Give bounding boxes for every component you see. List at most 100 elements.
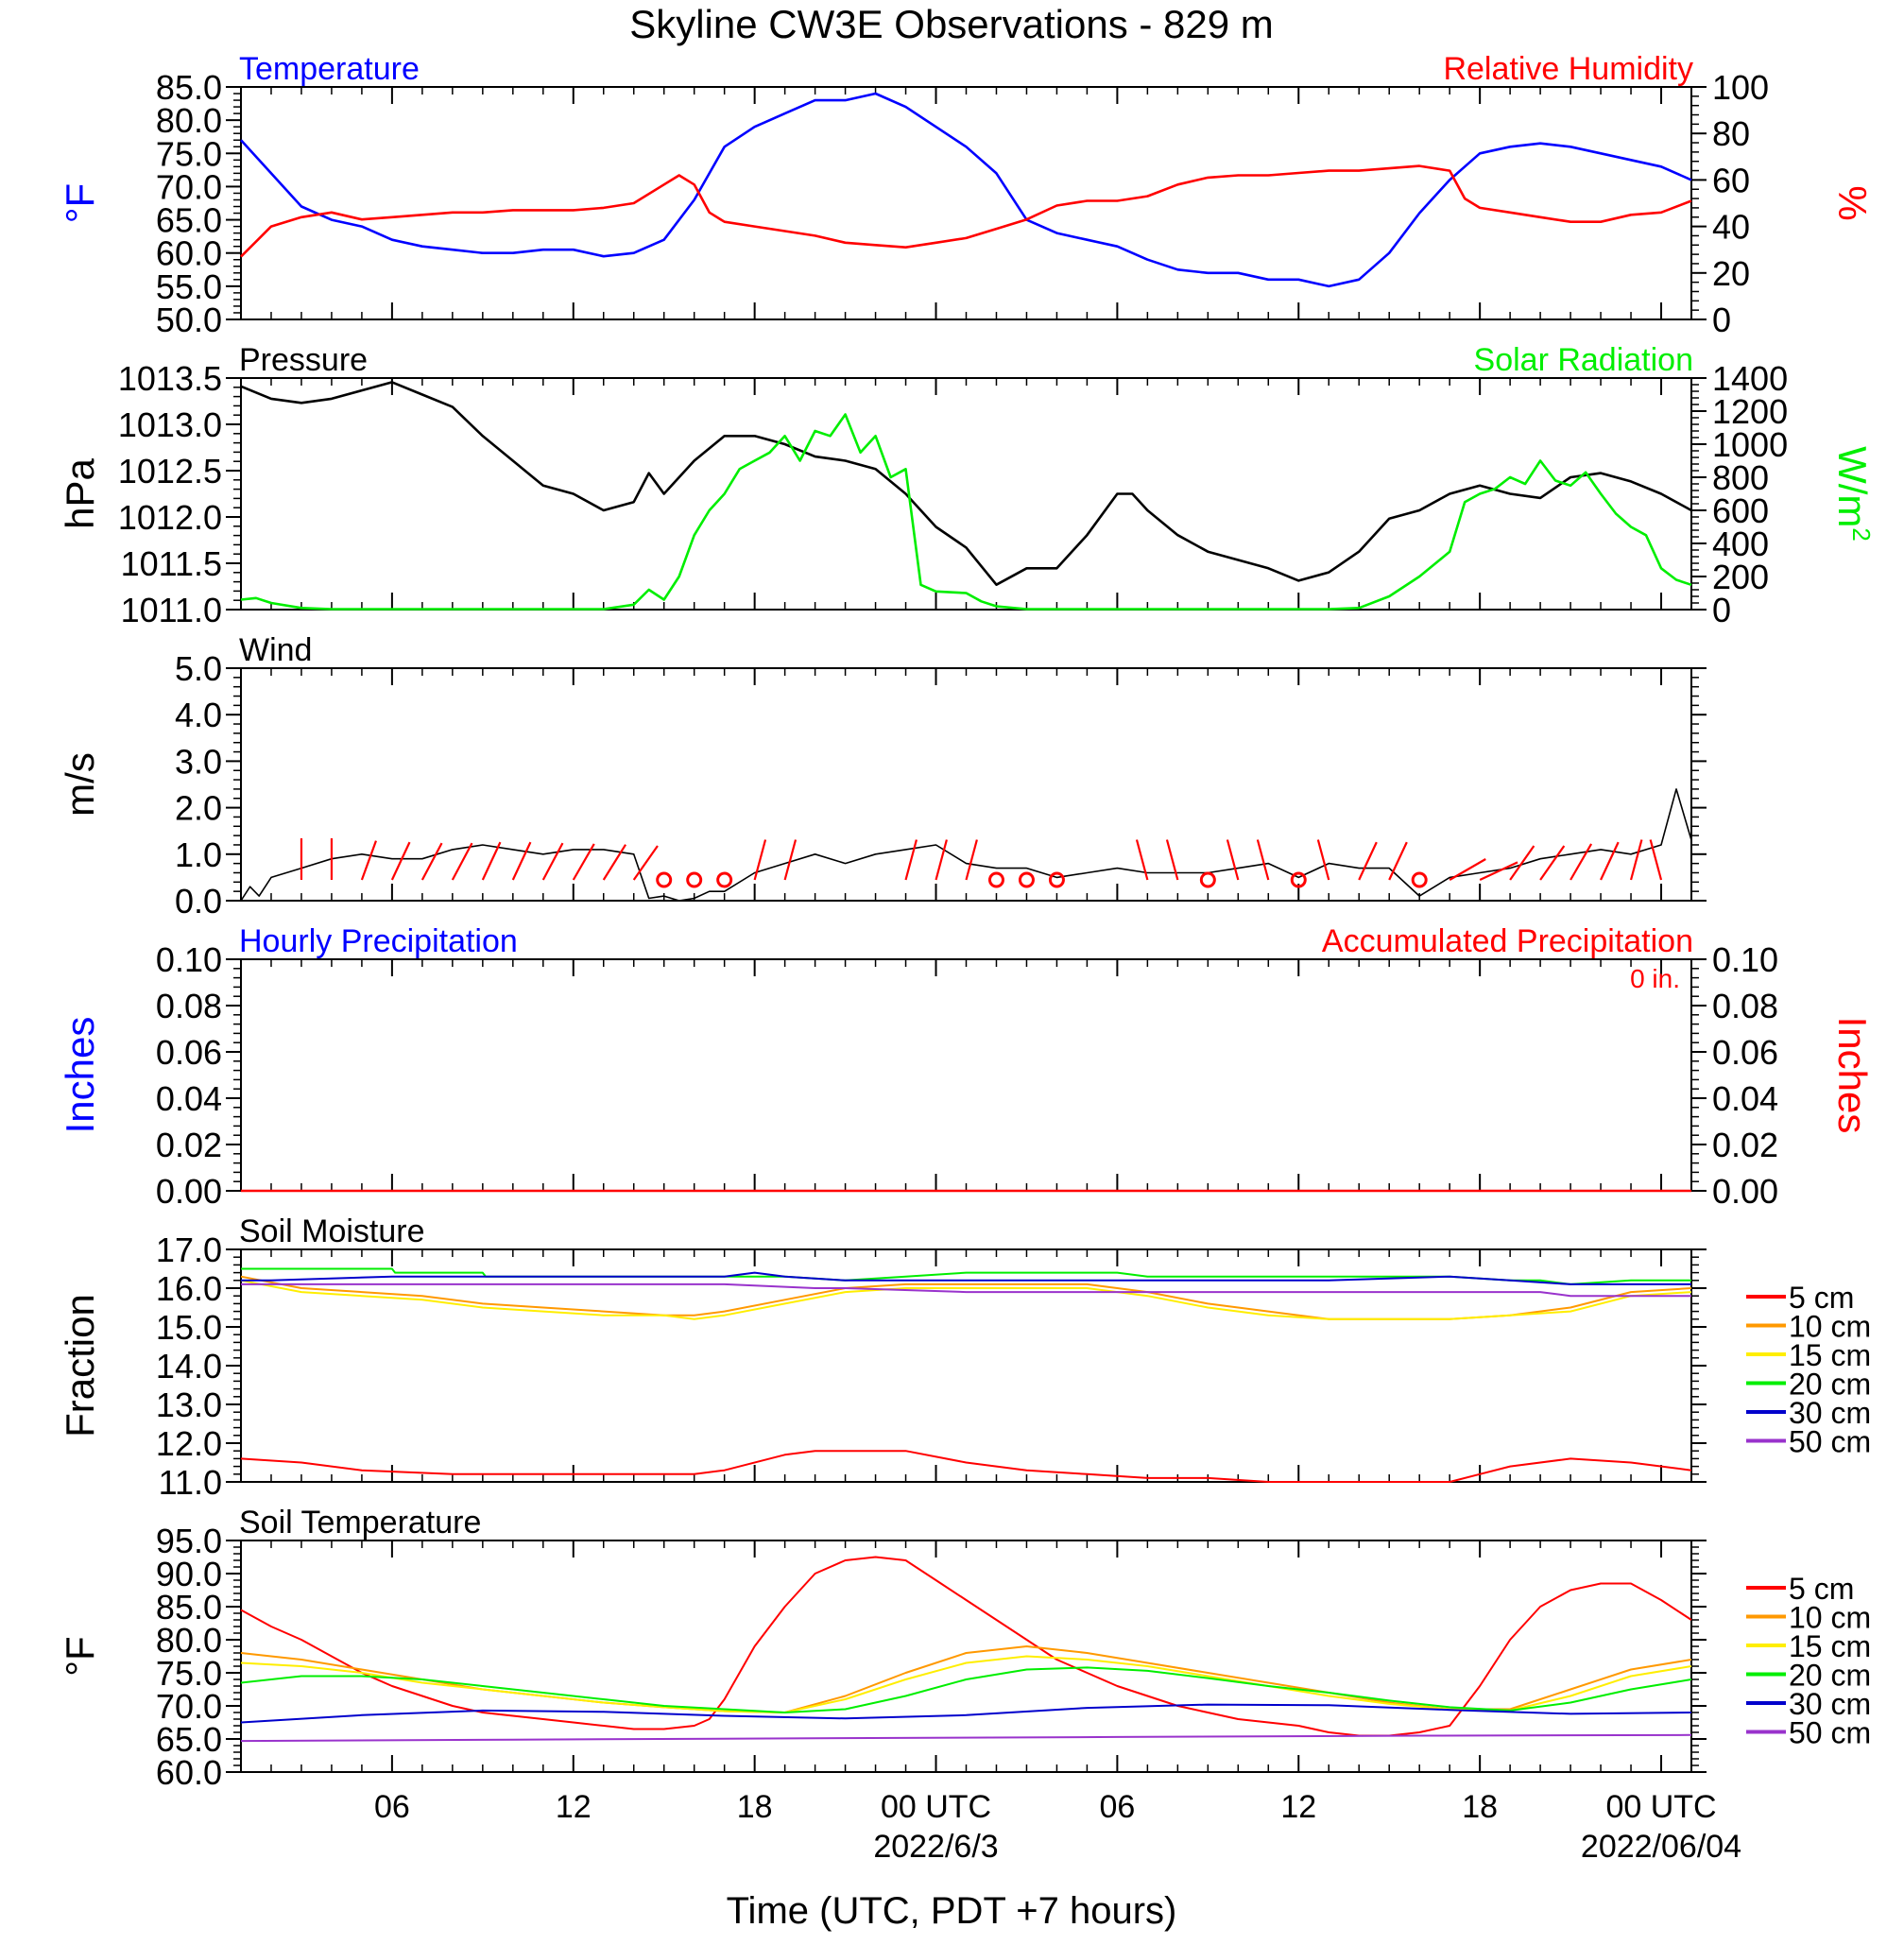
y-tick-label-left: 80.0 [156, 1621, 222, 1660]
panel-title-left: Wind [239, 632, 312, 668]
calm-wind-marker [1411, 871, 1428, 888]
x-tick-label: 18 [737, 1789, 773, 1825]
legend-label: 50 cm [1789, 1425, 1871, 1459]
y-tick-label-left: 11.0 [159, 1463, 222, 1502]
y-tick-label-right: 0.00 [1712, 1172, 1778, 1211]
y-axis-title-left: hPa [58, 457, 102, 528]
panel-title-left: Hourly Precipitation [239, 923, 518, 959]
y-tick-label-right: 0 [1712, 301, 1731, 339]
calm-wind-marker [1199, 871, 1216, 888]
panel-title-left: Soil Temperature [239, 1505, 481, 1541]
y-tick-label-left: 17.0 [156, 1231, 222, 1269]
series-line-15-cm [240, 1655, 1692, 1713]
calm-wind-marker [1290, 871, 1307, 888]
y-tick-label-left: 85.0 [156, 1588, 222, 1627]
wind-barb [1388, 841, 1408, 881]
legend-label: 15 cm [1789, 1629, 1871, 1663]
panel-title-left: Pressure [239, 342, 368, 378]
legend-label: 10 cm [1789, 1310, 1871, 1344]
series-line-pressure [240, 381, 1692, 587]
y-tick-label-right: 1400 [1712, 359, 1788, 398]
y-tick-label-left: 70.0 [156, 1687, 222, 1726]
y-tick-label-left: 1013.0 [118, 405, 222, 444]
panel-temperature-rh: 85.080.075.070.065.060.055.050.0 100 80 60 4… [58, 51, 1875, 339]
legend-label: 5 cm [1789, 1281, 1854, 1315]
y-tick-label-right: 400 [1712, 525, 1769, 563]
wind-barb [1358, 841, 1378, 881]
calm-wind-marker [987, 871, 1004, 888]
wind-barb [1570, 843, 1593, 881]
y-tick-label-left: 75.0 [156, 1654, 222, 1693]
y-tick-label-right: 0.06 [1712, 1033, 1778, 1072]
calm-wind-marker [656, 871, 673, 888]
legend-label: 20 cm [1789, 1368, 1871, 1402]
y-tick-label-left: 0.00 [156, 1172, 222, 1211]
y-tick-label-left: 90.0 [156, 1555, 222, 1593]
y-tick-label-right: 0 [1712, 591, 1731, 629]
series-line-solar-radiation [240, 413, 1692, 611]
x-tick-label: 12 [1280, 1789, 1316, 1825]
y-tick-label-left: 50.0 [156, 301, 222, 339]
wind-barb [511, 841, 532, 881]
y-tick-label-right: 0.04 [1712, 1079, 1778, 1118]
wind-barb [753, 839, 767, 881]
y-tick-label-left: 65.0 [156, 1720, 222, 1759]
y-tick-label-left: 1012.0 [118, 498, 222, 537]
panel-wind: 5.0 4.0 3.0 2.0 1.0 0.0 Wind m/s [58, 632, 1707, 921]
wind-barb [1539, 845, 1566, 881]
y-tick-label-right: 1200 [1712, 392, 1788, 431]
wind-barb [360, 840, 377, 881]
y-tick-label-left: 12.0 [156, 1424, 222, 1463]
calm-wind-marker [1048, 871, 1065, 888]
y-tick-label-right: 1000 [1712, 425, 1788, 464]
x-tick-label: 06 [1099, 1789, 1135, 1825]
wind-barb [1600, 841, 1620, 881]
y-tick-label-left: 16.0 [156, 1269, 222, 1308]
wind-barb [1509, 845, 1535, 881]
figure-title: Skyline CW3E Observations - 829 m [629, 2, 1274, 46]
legend-label: 30 cm [1789, 1396, 1871, 1430]
y-tick-label-left: 2.0 [175, 789, 222, 828]
series-line-5-cm [240, 1450, 1692, 1483]
chart-panels: 85.080.075.070.065.060.055.050.010080604… [58, 51, 1876, 1865]
y-tick-label-left: 14.0 [156, 1347, 222, 1386]
wind-barb [602, 844, 626, 881]
y-tick-label-right: 60 [1712, 161, 1750, 199]
y-tick-label-left: 80.0 [156, 101, 222, 140]
y-tick-label-left: 13.0 [156, 1386, 222, 1424]
y-axis-title-left: Inches [58, 1017, 102, 1134]
series-line-20-cm [240, 1666, 1692, 1713]
x-date-label: 2022/06/04 [1581, 1829, 1741, 1865]
calm-wind-marker [1018, 871, 1035, 888]
series-line-30-cm [240, 1703, 1692, 1724]
wind-barb [783, 839, 798, 881]
accumulated-total-label: 0 in. [1630, 964, 1680, 993]
panel-pressure-solar: 1013.5 1013.0 1012.5 1012.0 1011.5 1011.0 1400… [58, 342, 1876, 629]
y-tick-label-right: 0.10 [1712, 940, 1778, 979]
y-tick-label-right: 0.02 [1712, 1126, 1778, 1164]
y-tick-label-left: 1013.5 [118, 359, 222, 398]
unit-superscript: 2 [1847, 527, 1876, 541]
y-tick-label-right: 600 [1712, 491, 1769, 530]
y-tick-label-left: 60.0 [156, 1753, 222, 1792]
wind-barb [935, 839, 948, 881]
y-axis-title-right: W/m2 [1830, 446, 1876, 542]
wind-barb [572, 843, 595, 881]
series-line-15-cm [240, 1279, 1692, 1320]
wind-barb [632, 845, 659, 881]
wind-barb [1316, 839, 1330, 881]
y-axis-title-left: m/s [58, 752, 102, 817]
plot-frame [240, 958, 1692, 1192]
wind-barb [481, 841, 502, 881]
y-tick-label-left: 70.0 [156, 167, 222, 206]
wind-barb [1226, 839, 1240, 881]
y-tick-label-left: 1012.5 [118, 452, 222, 491]
wind-barb [904, 839, 918, 881]
wind-barb [1135, 839, 1149, 881]
x-tick-label: 00 UTC [881, 1789, 991, 1825]
wind-barb [1649, 839, 1663, 881]
y-tick-label-right: 100 [1712, 68, 1769, 107]
y-tick-label-left: 85.0 [156, 68, 222, 107]
wind-barb [541, 842, 564, 881]
y-tick-label-left: 1.0 [175, 835, 222, 874]
